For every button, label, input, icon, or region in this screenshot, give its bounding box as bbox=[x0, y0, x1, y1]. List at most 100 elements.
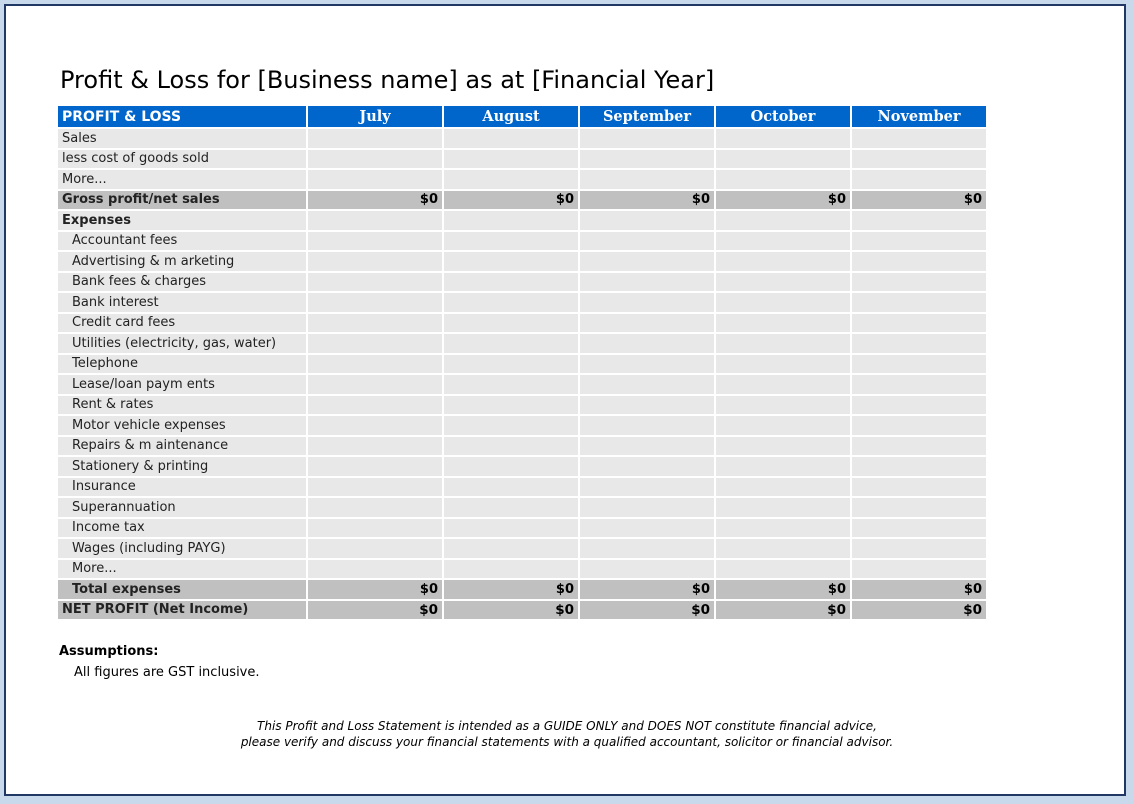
value-cell[interactable] bbox=[444, 149, 578, 168]
value-cell[interactable] bbox=[716, 211, 850, 230]
value-cell[interactable] bbox=[444, 313, 578, 332]
value-cell[interactable] bbox=[716, 395, 850, 414]
value-cell[interactable] bbox=[716, 518, 850, 537]
value-cell[interactable] bbox=[852, 211, 986, 230]
value-cell[interactable] bbox=[716, 149, 850, 168]
value-cell[interactable] bbox=[444, 170, 578, 189]
value-cell[interactable] bbox=[308, 170, 442, 189]
value-cell[interactable] bbox=[444, 416, 578, 435]
value-cell[interactable] bbox=[852, 518, 986, 537]
value-cell[interactable] bbox=[852, 129, 986, 148]
value-cell[interactable] bbox=[308, 313, 442, 332]
value-cell[interactable] bbox=[580, 211, 714, 230]
value-cell[interactable] bbox=[716, 354, 850, 373]
value-cell[interactable] bbox=[308, 375, 442, 394]
value-cell[interactable] bbox=[852, 539, 986, 558]
value-cell[interactable] bbox=[716, 457, 850, 476]
value-cell[interactable] bbox=[852, 354, 986, 373]
value-cell[interactable] bbox=[444, 129, 578, 148]
value-cell[interactable]: $0 bbox=[852, 580, 986, 599]
value-cell[interactable] bbox=[580, 129, 714, 148]
value-cell[interactable] bbox=[308, 293, 442, 312]
value-cell[interactable] bbox=[852, 559, 986, 578]
value-cell[interactable] bbox=[580, 539, 714, 558]
value-cell[interactable] bbox=[308, 211, 442, 230]
value-cell[interactable] bbox=[444, 231, 578, 250]
value-cell[interactable]: $0 bbox=[444, 580, 578, 599]
value-cell[interactable] bbox=[580, 436, 714, 455]
value-cell[interactable]: $0 bbox=[308, 190, 442, 209]
value-cell[interactable] bbox=[716, 416, 850, 435]
value-cell[interactable] bbox=[580, 559, 714, 578]
value-cell[interactable] bbox=[580, 395, 714, 414]
value-cell[interactable] bbox=[852, 170, 986, 189]
value-cell[interactable] bbox=[444, 375, 578, 394]
value-cell[interactable] bbox=[716, 334, 850, 353]
value-cell[interactable]: $0 bbox=[716, 580, 850, 599]
value-cell[interactable] bbox=[716, 293, 850, 312]
value-cell[interactable] bbox=[444, 498, 578, 517]
value-cell[interactable]: $0 bbox=[852, 600, 986, 619]
value-cell[interactable] bbox=[580, 498, 714, 517]
value-cell[interactable] bbox=[308, 149, 442, 168]
value-cell[interactable] bbox=[444, 436, 578, 455]
value-cell[interactable] bbox=[444, 559, 578, 578]
value-cell[interactable]: $0 bbox=[580, 580, 714, 599]
value-cell[interactable] bbox=[852, 498, 986, 517]
value-cell[interactable] bbox=[852, 252, 986, 271]
value-cell[interactable] bbox=[308, 477, 442, 496]
value-cell[interactable] bbox=[580, 457, 714, 476]
value-cell[interactable] bbox=[308, 416, 442, 435]
value-cell[interactable]: $0 bbox=[444, 600, 578, 619]
value-cell[interactable]: $0 bbox=[852, 190, 986, 209]
value-cell[interactable] bbox=[716, 170, 850, 189]
value-cell[interactable] bbox=[580, 252, 714, 271]
value-cell[interactable] bbox=[444, 354, 578, 373]
value-cell[interactable] bbox=[852, 272, 986, 291]
value-cell[interactable] bbox=[444, 252, 578, 271]
value-cell[interactable] bbox=[852, 436, 986, 455]
value-cell[interactable] bbox=[716, 375, 850, 394]
value-cell[interactable] bbox=[444, 539, 578, 558]
value-cell[interactable] bbox=[580, 354, 714, 373]
value-cell[interactable]: $0 bbox=[716, 600, 850, 619]
value-cell[interactable] bbox=[580, 170, 714, 189]
value-cell[interactable] bbox=[852, 149, 986, 168]
value-cell[interactable] bbox=[308, 498, 442, 517]
value-cell[interactable] bbox=[308, 354, 442, 373]
value-cell[interactable] bbox=[308, 436, 442, 455]
value-cell[interactable] bbox=[852, 375, 986, 394]
value-cell[interactable] bbox=[716, 231, 850, 250]
value-cell[interactable] bbox=[580, 149, 714, 168]
value-cell[interactable] bbox=[444, 211, 578, 230]
value-cell[interactable] bbox=[716, 436, 850, 455]
value-cell[interactable]: $0 bbox=[308, 600, 442, 619]
value-cell[interactable] bbox=[308, 252, 442, 271]
value-cell[interactable] bbox=[580, 293, 714, 312]
value-cell[interactable] bbox=[444, 334, 578, 353]
value-cell[interactable] bbox=[716, 477, 850, 496]
value-cell[interactable] bbox=[308, 231, 442, 250]
value-cell[interactable] bbox=[308, 559, 442, 578]
value-cell[interactable] bbox=[444, 395, 578, 414]
value-cell[interactable] bbox=[716, 559, 850, 578]
value-cell[interactable] bbox=[308, 539, 442, 558]
value-cell[interactable] bbox=[580, 334, 714, 353]
value-cell[interactable] bbox=[308, 457, 442, 476]
value-cell[interactable] bbox=[716, 252, 850, 271]
value-cell[interactable] bbox=[580, 518, 714, 537]
value-cell[interactable] bbox=[852, 293, 986, 312]
value-cell[interactable] bbox=[852, 231, 986, 250]
value-cell[interactable] bbox=[580, 231, 714, 250]
value-cell[interactable]: $0 bbox=[580, 190, 714, 209]
value-cell[interactable] bbox=[444, 477, 578, 496]
value-cell[interactable]: $0 bbox=[716, 190, 850, 209]
value-cell[interactable] bbox=[580, 477, 714, 496]
value-cell[interactable] bbox=[308, 518, 442, 537]
value-cell[interactable] bbox=[308, 334, 442, 353]
value-cell[interactable] bbox=[716, 313, 850, 332]
value-cell[interactable] bbox=[580, 416, 714, 435]
value-cell[interactable] bbox=[444, 518, 578, 537]
value-cell[interactable] bbox=[580, 313, 714, 332]
value-cell[interactable] bbox=[580, 272, 714, 291]
